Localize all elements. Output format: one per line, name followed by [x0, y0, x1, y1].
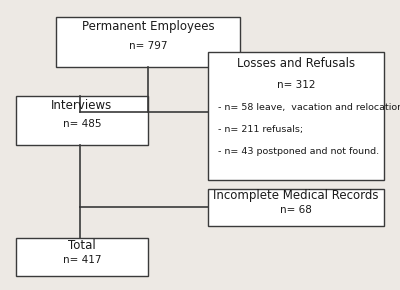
- Text: n= 68: n= 68: [280, 205, 312, 215]
- Text: - n= 211 refusals;: - n= 211 refusals;: [218, 125, 303, 134]
- Text: n= 485: n= 485: [63, 119, 101, 129]
- Bar: [16, 96, 148, 145]
- Text: Total: Total: [68, 239, 96, 251]
- Text: Permanent Employees: Permanent Employees: [82, 20, 214, 33]
- Text: Incomplete Medical Records: Incomplete Medical Records: [213, 189, 379, 202]
- Bar: [56, 17, 240, 67]
- Bar: [16, 238, 148, 276]
- Text: n= 417: n= 417: [63, 255, 101, 264]
- Text: n= 797: n= 797: [129, 41, 167, 51]
- Bar: [208, 188, 384, 226]
- Text: n= 312: n= 312: [277, 80, 315, 90]
- Text: - n= 43 postponed and not found.: - n= 43 postponed and not found.: [218, 147, 379, 156]
- Text: - n= 58 leave,  vacation and relocation;: - n= 58 leave, vacation and relocation;: [218, 103, 400, 112]
- Bar: [208, 52, 384, 180]
- Text: Interviews: Interviews: [51, 99, 113, 112]
- Text: Losses and Refusals: Losses and Refusals: [237, 57, 355, 70]
